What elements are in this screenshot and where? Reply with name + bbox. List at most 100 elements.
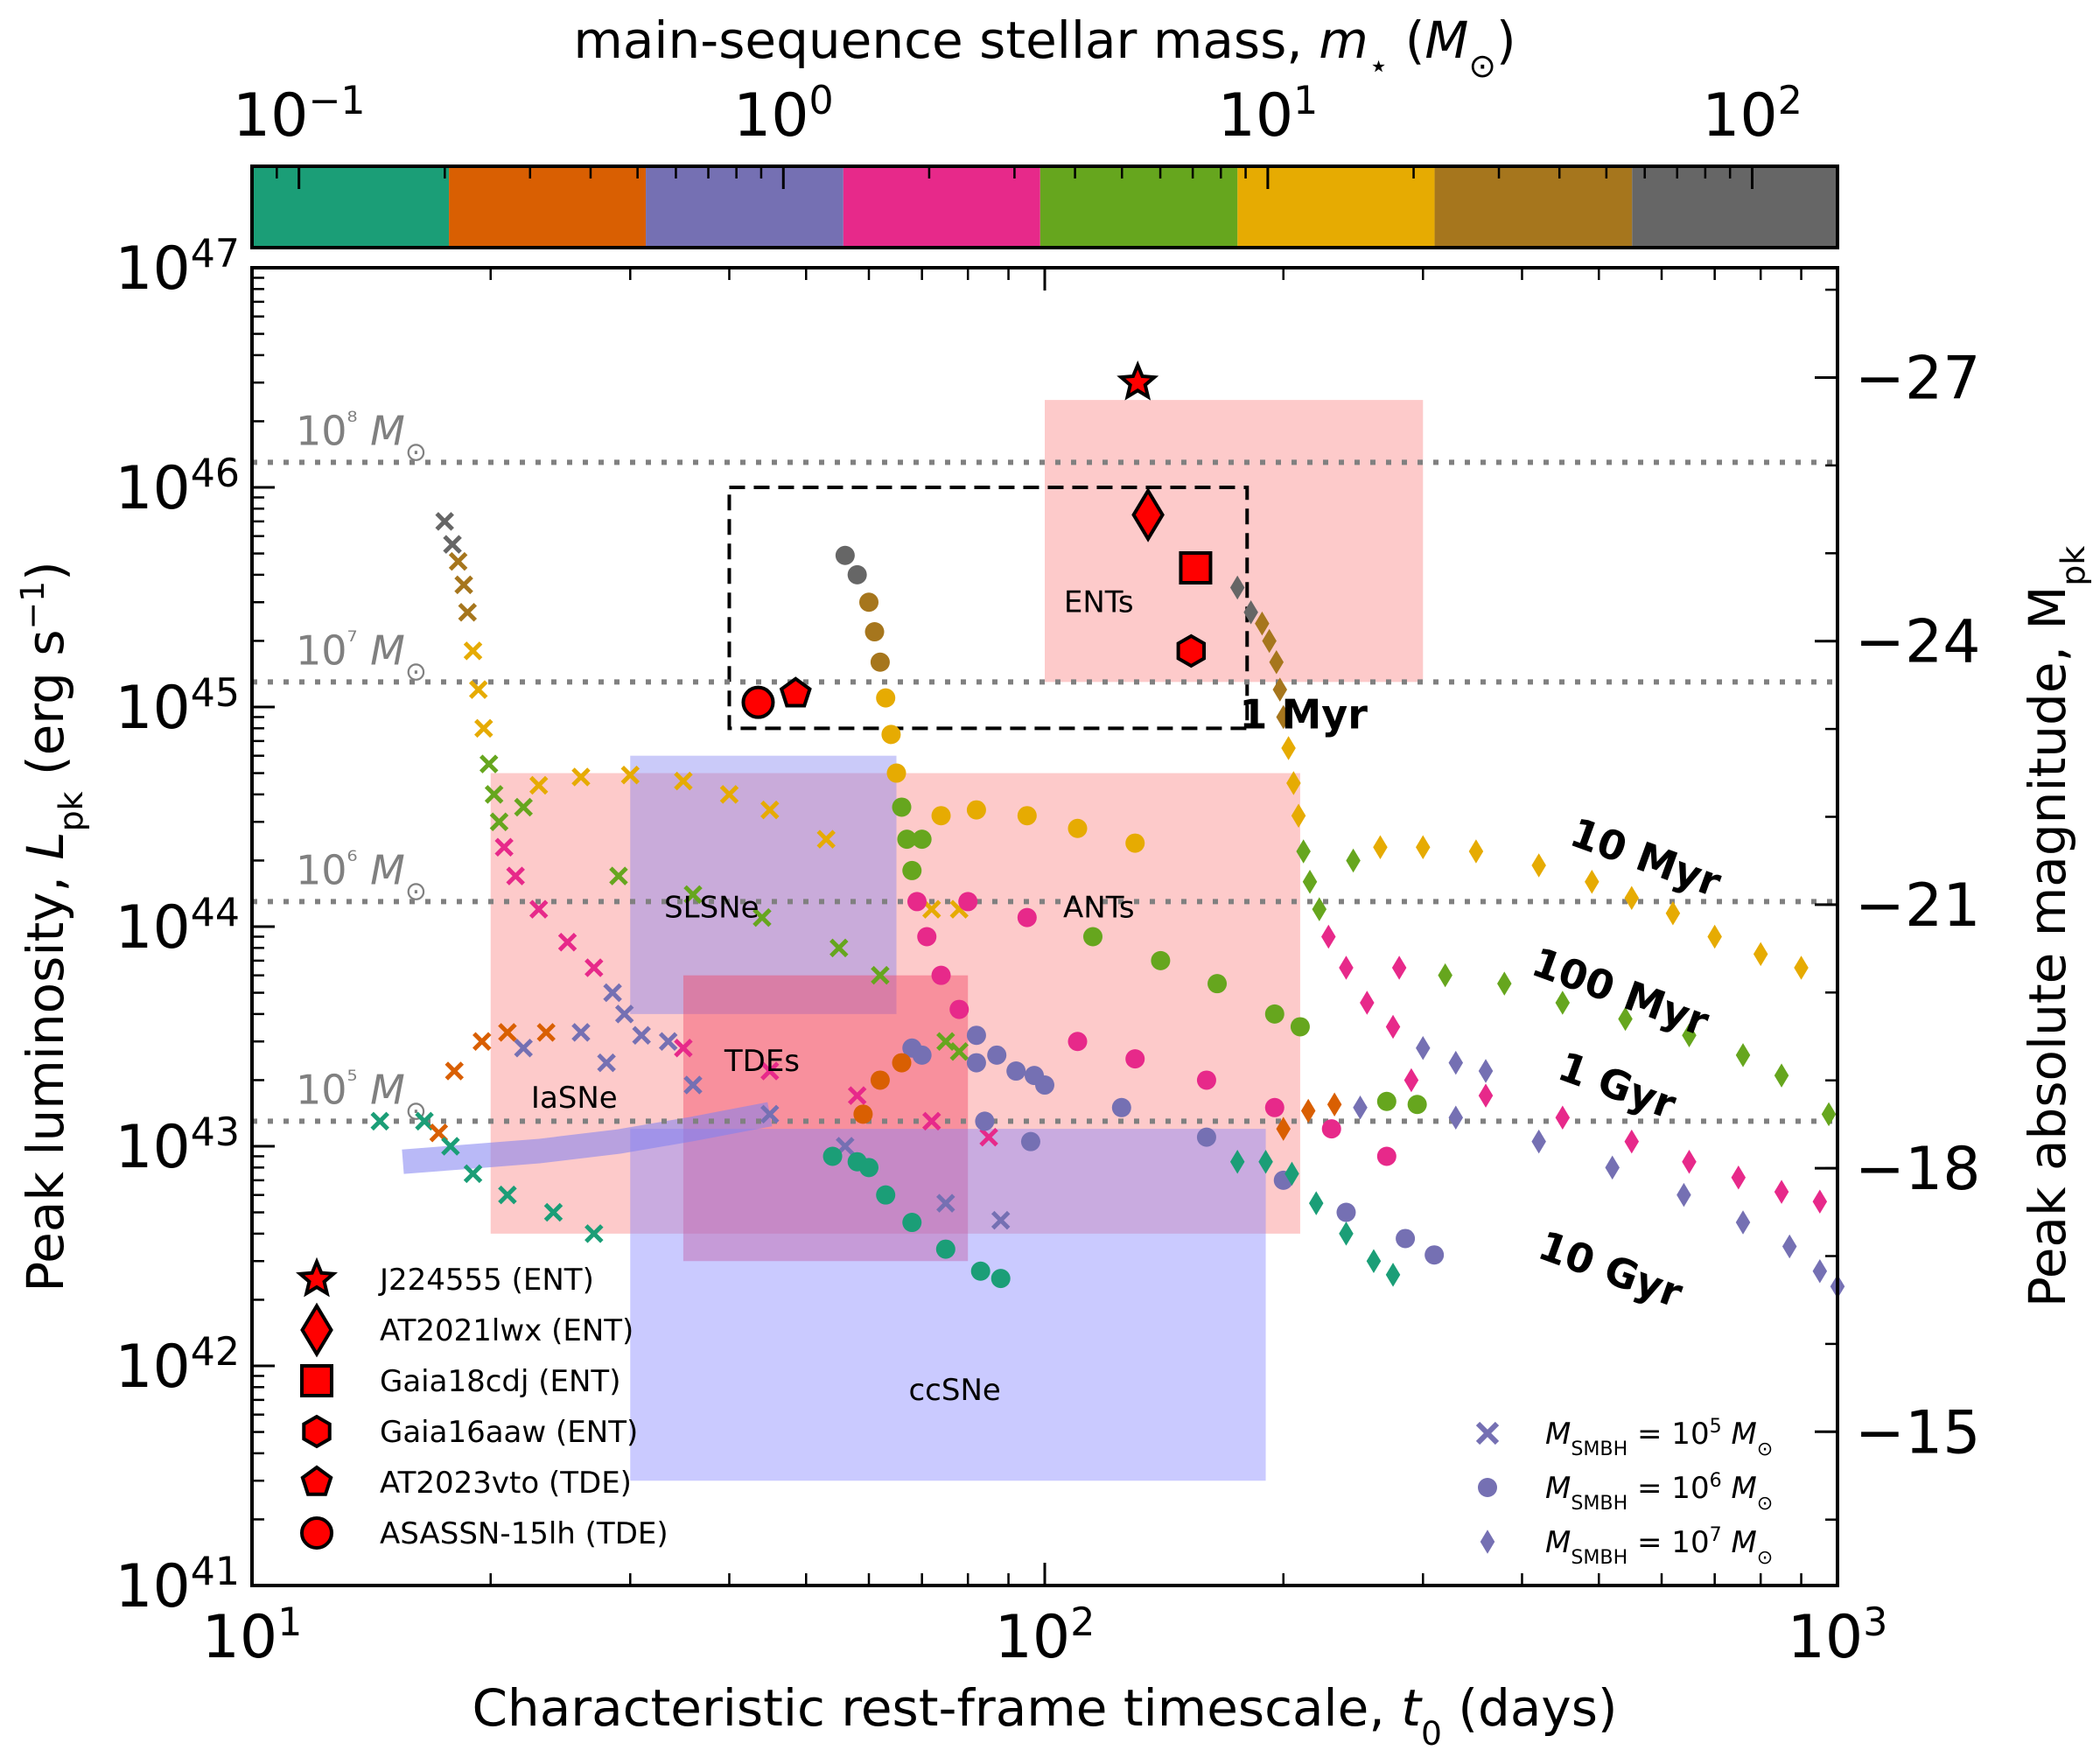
track-point xyxy=(494,837,514,857)
track-point xyxy=(870,652,890,672)
track-point xyxy=(1391,956,1407,980)
y-tick-label: 1044 xyxy=(115,891,240,963)
track-point xyxy=(871,965,890,985)
track-point xyxy=(1346,848,1361,873)
track-point xyxy=(847,1086,867,1105)
colorbar-label: main-sequence stellar mass, m⋆ (M⊙) xyxy=(573,10,1516,85)
legend-marker xyxy=(300,1364,333,1397)
track-point xyxy=(892,1053,912,1073)
track-point xyxy=(1812,1189,1828,1214)
track-smbh-1e5 xyxy=(370,512,1011,1243)
track-point xyxy=(816,830,836,849)
track-point xyxy=(443,535,462,554)
track-point xyxy=(1264,1004,1284,1024)
object-marker xyxy=(741,685,775,719)
track-point xyxy=(830,938,849,958)
track-point xyxy=(931,806,951,826)
track-point xyxy=(536,1023,556,1042)
y-tick-label: 1042 xyxy=(115,1330,240,1403)
track-point xyxy=(1281,736,1296,760)
smbh-legend-label: MSMBH = 105 M⊙ xyxy=(1545,1415,1773,1460)
track-point xyxy=(1111,1097,1131,1117)
legend-marker xyxy=(300,1302,333,1358)
region-slsne xyxy=(630,755,897,1014)
y-axis-label: Peak luminosity, Lpk (erg s−1) xyxy=(13,561,90,1292)
track-point xyxy=(1448,1050,1464,1075)
track-point xyxy=(1605,1155,1620,1180)
track-point xyxy=(975,1111,995,1131)
y-tick-label: 1043 xyxy=(115,1110,240,1183)
track-point xyxy=(931,965,951,985)
track-point xyxy=(966,1026,986,1046)
colorbar-tick-label: 100 xyxy=(733,79,834,151)
observed-objects xyxy=(741,360,1213,719)
track-point xyxy=(921,900,942,919)
track-point xyxy=(1017,907,1037,928)
track-point xyxy=(463,641,483,661)
track-point xyxy=(448,551,468,571)
track-point xyxy=(480,754,499,774)
track-point xyxy=(584,1224,604,1243)
track-point xyxy=(674,771,693,791)
legend-label: AT2021lwx (ENT) xyxy=(380,1313,634,1348)
colorbar-tick-label: 10−1 xyxy=(233,79,366,151)
track-point xyxy=(760,1061,780,1081)
track-point xyxy=(1821,1102,1837,1127)
track-point xyxy=(632,1026,651,1045)
track-point xyxy=(1794,956,1809,980)
track-point xyxy=(949,1041,969,1061)
smbh-legend-label: MSMBH = 106 M⊙ xyxy=(1545,1469,1773,1515)
smbh-legend-marker xyxy=(1480,1530,1495,1554)
track-point xyxy=(864,622,885,642)
regions-layer xyxy=(402,400,1424,1481)
track-point xyxy=(886,763,906,783)
track-point xyxy=(1339,956,1354,980)
track-point xyxy=(1396,1228,1416,1249)
age-label: 100 Myr xyxy=(1526,938,1716,1046)
track-smbh-1e6 xyxy=(822,545,1445,1289)
object-marker xyxy=(1116,360,1159,401)
track-point xyxy=(1424,1245,1445,1265)
track-point xyxy=(683,1075,703,1095)
track-point xyxy=(441,1137,460,1156)
track-point xyxy=(370,1111,389,1131)
track-point xyxy=(458,602,478,622)
track-point xyxy=(1229,1149,1245,1174)
track-point xyxy=(1125,833,1145,853)
track-point xyxy=(674,1039,693,1058)
track-point xyxy=(463,1164,483,1184)
track-point xyxy=(1774,1063,1789,1088)
track-point xyxy=(917,927,937,947)
colorbar-tick-label: 101 xyxy=(1218,79,1319,151)
track-point xyxy=(1269,650,1284,675)
track-point xyxy=(881,724,901,745)
track-point xyxy=(1284,1161,1299,1186)
smbh-line-label: 10⁵ M⊙ xyxy=(296,1065,427,1126)
track-point xyxy=(870,1070,890,1090)
track-point xyxy=(1272,677,1288,702)
track-point xyxy=(571,767,591,787)
track-point xyxy=(1068,818,1088,838)
track-point xyxy=(489,812,509,831)
track-point xyxy=(498,1185,517,1205)
x-tick-label: 102 xyxy=(995,1600,1096,1673)
region-label: ENTs xyxy=(1064,585,1134,620)
mag-tick-label: −21 xyxy=(1855,872,1981,941)
smbh-mass-lines: 10⁸ M⊙ 10⁷ M⊙ 10⁶ M⊙ 10⁵ M⊙ xyxy=(252,406,1838,1126)
track-point xyxy=(760,1104,780,1124)
track-point xyxy=(514,797,533,817)
y-tick-label: 1045 xyxy=(115,671,240,744)
mag-tick-label: −27 xyxy=(1855,345,1981,414)
track-point xyxy=(528,775,549,795)
track-point xyxy=(966,1053,986,1073)
track-point xyxy=(912,830,932,850)
track-point xyxy=(1682,1023,1697,1047)
track-point xyxy=(1555,990,1571,1015)
track-point xyxy=(1676,1182,1691,1208)
track-point xyxy=(498,1023,517,1042)
track-point xyxy=(853,1104,873,1124)
colorbar-segment xyxy=(843,166,1040,248)
track-point xyxy=(1312,897,1327,921)
track-point xyxy=(1196,1127,1216,1147)
mag-tick-label: −24 xyxy=(1855,608,1981,677)
